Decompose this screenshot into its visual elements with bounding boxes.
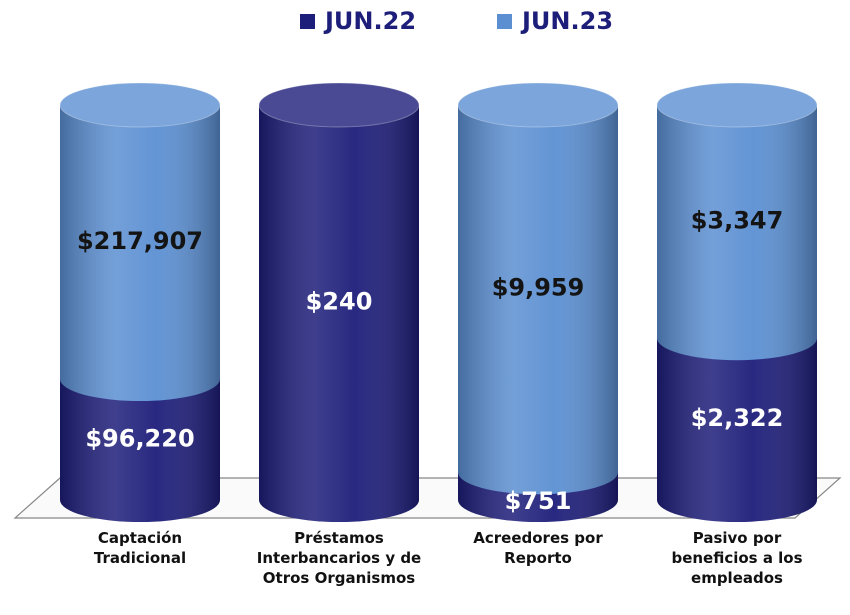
value-label: $751	[505, 487, 572, 515]
cylinder-top-shine	[657, 83, 817, 127]
value-label: $240	[306, 288, 373, 316]
cylinder-shade	[657, 105, 817, 522]
cylinder-top-shine	[60, 83, 220, 127]
value-label: $2,322	[691, 404, 784, 432]
cylinder-top	[59, 82, 221, 128]
cylinder-top-shine	[259, 83, 419, 127]
legend-swatch	[497, 14, 512, 29]
x-tick-label: Acreedores por Reporto	[473, 529, 603, 567]
legend-label: JUN.22	[323, 7, 416, 35]
value-label: $217,907	[77, 227, 203, 255]
value-label: $3,347	[691, 207, 784, 235]
cylinder-top	[656, 82, 818, 128]
x-tick-label: Captación Tradicional	[93, 529, 187, 567]
value-label: $96,220	[85, 425, 194, 453]
cylinder-shade	[60, 105, 220, 522]
legend-swatch	[300, 14, 315, 29]
value-label: $9,959	[492, 274, 585, 302]
cylinder-top-shine	[458, 83, 618, 127]
cylinder-shade	[458, 105, 618, 522]
cylinder-top	[457, 82, 619, 128]
cylinder-top	[258, 82, 420, 128]
cylinder-shade	[259, 105, 419, 522]
x-tick-label: Pasivo por beneficios a los empleados	[671, 529, 803, 587]
legend-label: JUN.23	[520, 7, 613, 35]
x-tick-label: Préstamos Interbancarios y de Otros Orga…	[256, 529, 422, 587]
